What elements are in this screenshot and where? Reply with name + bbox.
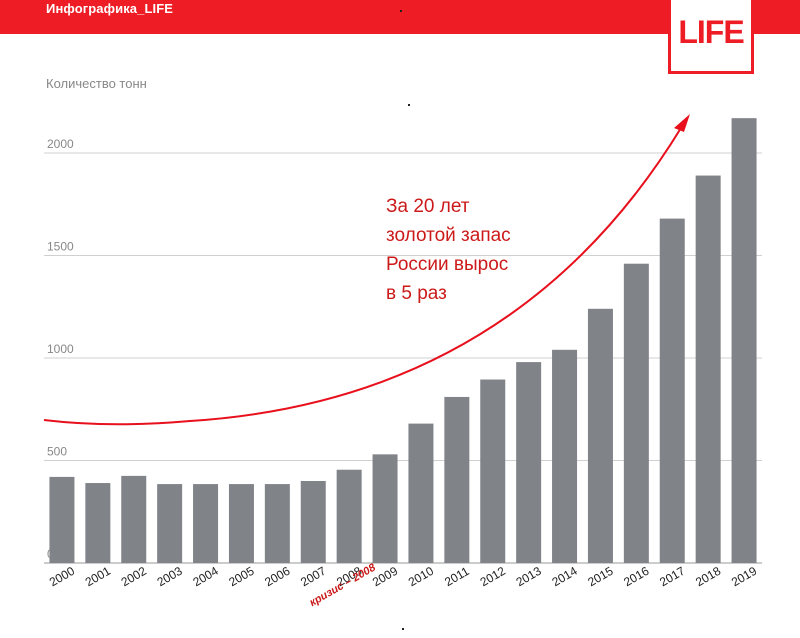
x-tick-label: 2014	[549, 564, 579, 590]
x-tick-label: 2016	[621, 564, 651, 590]
y-tick-label: 2000	[47, 137, 74, 151]
y-tick-label: 1500	[47, 240, 74, 254]
x-tick-label: 2004	[190, 564, 220, 590]
bar-2018	[695, 175, 721, 564]
bar-2000	[49, 476, 75, 563]
bar-2016	[623, 263, 649, 563]
stray-dot	[400, 10, 402, 12]
bar-2011	[444, 396, 470, 563]
x-tick-label: 2010	[406, 564, 436, 590]
y-tick-label: 1000	[47, 342, 74, 356]
y-tick-label: 500	[47, 445, 67, 459]
bar-2001	[85, 483, 111, 563]
annotation-line: России вырос	[386, 254, 508, 275]
bar-2006	[264, 484, 290, 563]
stray-dot	[408, 104, 410, 106]
y-axis-title: Количество тонн	[46, 76, 147, 91]
logo-text: LIFE	[678, 14, 744, 50]
bar-2005	[228, 484, 254, 563]
x-tick-label: 2018	[693, 564, 723, 590]
x-tick-label: 2003	[155, 564, 185, 590]
growth-arrow-line	[43, 117, 688, 426]
bar-2015	[587, 308, 613, 563]
bar-2010	[408, 423, 434, 563]
x-tick-label: 2015	[585, 564, 615, 590]
x-tick-label: 2002	[119, 564, 149, 590]
x-tick-label: 2012	[478, 564, 508, 590]
x-tick-label: 2001	[83, 564, 113, 590]
arrow-head-icon	[674, 114, 690, 132]
bar-2009	[372, 454, 398, 563]
bar-2003	[157, 484, 183, 563]
x-tick-label: 2017	[657, 564, 687, 590]
x-tick-label: 2000	[47, 564, 77, 590]
x-tick-label: 2013	[514, 564, 544, 590]
bar-2019	[731, 118, 757, 564]
x-tick-label: 2007	[298, 564, 328, 590]
x-tick-label: 2006	[262, 564, 292, 590]
bar-2008	[336, 469, 362, 563]
annotation-line: За 20 лет	[386, 196, 470, 217]
bar-2014	[552, 349, 578, 563]
x-tick-label: 2019	[729, 564, 759, 590]
x-tick-label: 2005	[226, 564, 256, 590]
stray-dot	[402, 628, 404, 630]
bar-2013	[516, 362, 542, 563]
brand-title: Инфографика_LIFE	[46, 1, 174, 16]
annotation-line: золотой запас	[386, 225, 511, 246]
annotation-line: в 5 раз	[386, 283, 447, 304]
life-logo: LIFE	[668, 0, 754, 74]
x-tick-label: 2011	[442, 564, 472, 589]
bar-2012	[480, 379, 506, 563]
bar-2002	[121, 475, 147, 563]
bar-2017	[659, 218, 685, 563]
header-bar: Инфографика_LIFE	[0, 0, 800, 34]
bar-2004	[193, 484, 219, 563]
bar-2007	[300, 481, 326, 563]
